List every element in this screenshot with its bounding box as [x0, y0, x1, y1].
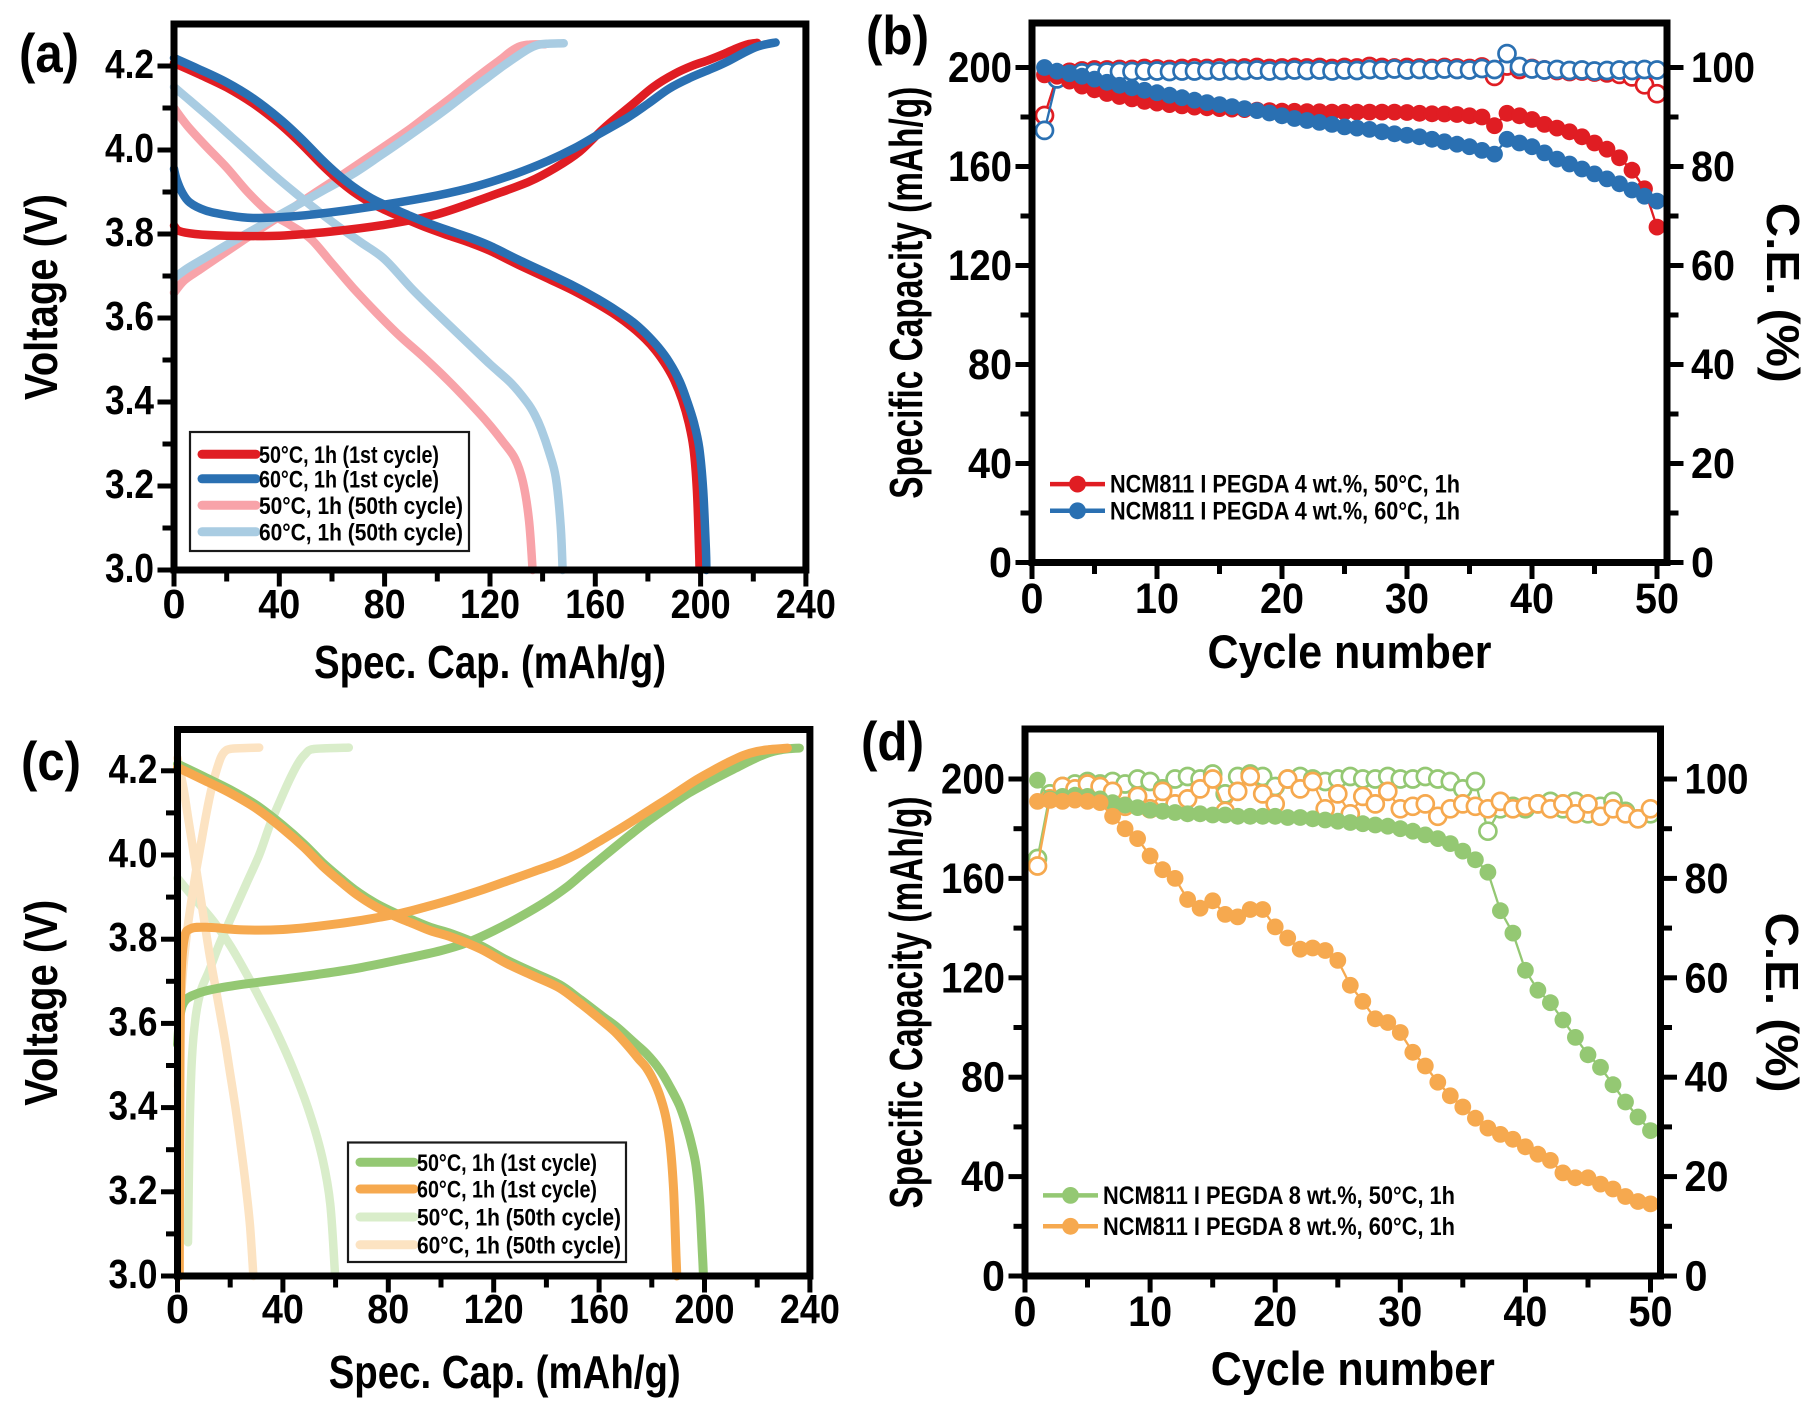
svg-text:Spec. Cap. (mAh/g): Spec. Cap. (mAh/g) — [329, 1346, 681, 1398]
svg-text:100: 100 — [1685, 756, 1749, 804]
svg-text:3.0: 3.0 — [109, 1251, 158, 1297]
svg-text:120: 120 — [948, 242, 1012, 290]
svg-text:80: 80 — [1685, 855, 1729, 903]
svg-text:4.2: 4.2 — [105, 41, 154, 87]
svg-text:60°C, 1h (50th cycle): 60°C, 1h (50th cycle) — [417, 1232, 621, 1259]
svg-text:40: 40 — [961, 1153, 1005, 1201]
svg-text:Spec. Cap. (mAh/g): Spec. Cap. (mAh/g) — [314, 636, 666, 688]
svg-text:240: 240 — [780, 1286, 840, 1332]
svg-text:(b): (b) — [866, 4, 929, 66]
svg-text:10: 10 — [1128, 1288, 1172, 1336]
svg-text:NCM811 I PEGDA 8 wt.%, 60°C, 1: NCM811 I PEGDA 8 wt.%, 60°C, 1h — [1103, 1213, 1455, 1241]
svg-text:120: 120 — [464, 1286, 524, 1332]
svg-text:20: 20 — [1260, 575, 1304, 623]
svg-text:3.0: 3.0 — [105, 545, 154, 591]
svg-text:0: 0 — [982, 1253, 1005, 1301]
svg-text:30: 30 — [1385, 575, 1429, 623]
svg-text:C.E. (%): C.E. (%) — [1756, 913, 1808, 1093]
svg-text:0: 0 — [1685, 1253, 1708, 1301]
svg-text:60: 60 — [1685, 954, 1729, 1002]
svg-text:120: 120 — [941, 954, 1005, 1002]
svg-text:50: 50 — [1629, 1288, 1673, 1336]
svg-text:80: 80 — [367, 1286, 409, 1332]
svg-text:(a): (a) — [19, 22, 79, 84]
svg-text:Cycle number: Cycle number — [1208, 625, 1492, 678]
svg-text:3.6: 3.6 — [109, 998, 158, 1044]
svg-text:60: 60 — [1691, 242, 1735, 290]
svg-text:160: 160 — [569, 1286, 629, 1332]
svg-text:10: 10 — [1135, 575, 1179, 623]
svg-text:80: 80 — [968, 341, 1012, 389]
svg-text:60°C, 1h (1st cycle): 60°C, 1h (1st cycle) — [417, 1177, 597, 1204]
svg-text:Cycle number: Cycle number — [1211, 1342, 1495, 1395]
svg-text:NCM811 I PEGDA 4 wt.%, 50°C, 1: NCM811 I PEGDA 4 wt.%, 50°C, 1h — [1110, 471, 1460, 499]
svg-text:30: 30 — [1378, 1288, 1422, 1336]
svg-text:60°C, 1h (50th cycle): 60°C, 1h (50th cycle) — [259, 519, 463, 546]
svg-text:0: 0 — [166, 1286, 189, 1332]
svg-text:50: 50 — [1635, 575, 1679, 623]
svg-text:3.2: 3.2 — [109, 1167, 158, 1213]
svg-text:3.4: 3.4 — [105, 377, 154, 423]
svg-text:3.6: 3.6 — [105, 293, 154, 339]
svg-text:0: 0 — [1021, 575, 1044, 623]
svg-text:3.8: 3.8 — [105, 209, 154, 255]
svg-text:NCM811 I PEGDA 4 wt.%, 60°C, 1: NCM811 I PEGDA 4 wt.%, 60°C, 1h — [1110, 497, 1460, 525]
svg-text:160: 160 — [948, 143, 1012, 191]
svg-text:50°C, 1h (1st cycle): 50°C, 1h (1st cycle) — [259, 442, 439, 469]
svg-text:40: 40 — [258, 581, 300, 627]
svg-text:40: 40 — [1685, 1054, 1729, 1102]
svg-text:120: 120 — [460, 581, 520, 627]
svg-text:40: 40 — [1691, 341, 1735, 389]
svg-text:200: 200 — [948, 44, 1012, 92]
svg-text:200: 200 — [941, 756, 1005, 804]
svg-text:Voltage (V): Voltage (V) — [15, 194, 67, 400]
svg-text:3.2: 3.2 — [105, 461, 154, 507]
svg-text:4.0: 4.0 — [105, 125, 154, 171]
svg-text:NCM811 I PEGDA 8 wt.%, 50°C, 1: NCM811 I PEGDA 8 wt.%, 50°C, 1h — [1103, 1182, 1455, 1210]
svg-text:60°C, 1h (1st cycle): 60°C, 1h (1st cycle) — [259, 466, 439, 493]
svg-text:80: 80 — [1691, 143, 1735, 191]
svg-text:0: 0 — [1014, 1288, 1037, 1336]
svg-text:240: 240 — [776, 581, 836, 627]
svg-text:0: 0 — [163, 581, 186, 627]
svg-text:50°C, 1h (1st cycle): 50°C, 1h (1st cycle) — [417, 1150, 597, 1177]
svg-text:80: 80 — [961, 1054, 1005, 1102]
svg-text:160: 160 — [941, 855, 1005, 903]
svg-text:80: 80 — [364, 581, 406, 627]
svg-text:160: 160 — [565, 581, 625, 627]
svg-text:3.4: 3.4 — [109, 1083, 158, 1129]
svg-text:20: 20 — [1691, 440, 1735, 488]
svg-text:4.0: 4.0 — [109, 830, 158, 876]
svg-text:100: 100 — [1691, 44, 1755, 92]
svg-text:50°C, 1h (50th cycle): 50°C, 1h (50th cycle) — [417, 1205, 621, 1232]
svg-text:20: 20 — [1253, 1288, 1297, 1336]
svg-text:Specific Capacity (mAh/g): Specific Capacity (mAh/g) — [880, 797, 932, 1209]
svg-text:(c): (c) — [21, 730, 81, 792]
svg-text:4.2: 4.2 — [109, 746, 158, 792]
svg-text:Voltage (V): Voltage (V) — [15, 900, 67, 1106]
svg-text:Specific Capacity (mAh/g): Specific Capacity (mAh/g) — [880, 87, 932, 499]
svg-text:40: 40 — [262, 1286, 304, 1332]
svg-text:200: 200 — [675, 1286, 735, 1332]
svg-text:40: 40 — [1510, 575, 1554, 623]
svg-text:(d): (d) — [861, 710, 924, 772]
svg-text:3.8: 3.8 — [109, 914, 158, 960]
svg-text:20: 20 — [1685, 1153, 1729, 1201]
svg-text:200: 200 — [671, 581, 731, 627]
svg-text:50°C, 1h (50th cycle): 50°C, 1h (50th cycle) — [259, 493, 463, 520]
svg-text:C.E. (%): C.E. (%) — [1757, 203, 1809, 383]
svg-text:40: 40 — [968, 440, 1012, 488]
svg-text:0: 0 — [989, 539, 1012, 587]
svg-text:0: 0 — [1691, 539, 1714, 587]
svg-text:40: 40 — [1503, 1288, 1547, 1336]
